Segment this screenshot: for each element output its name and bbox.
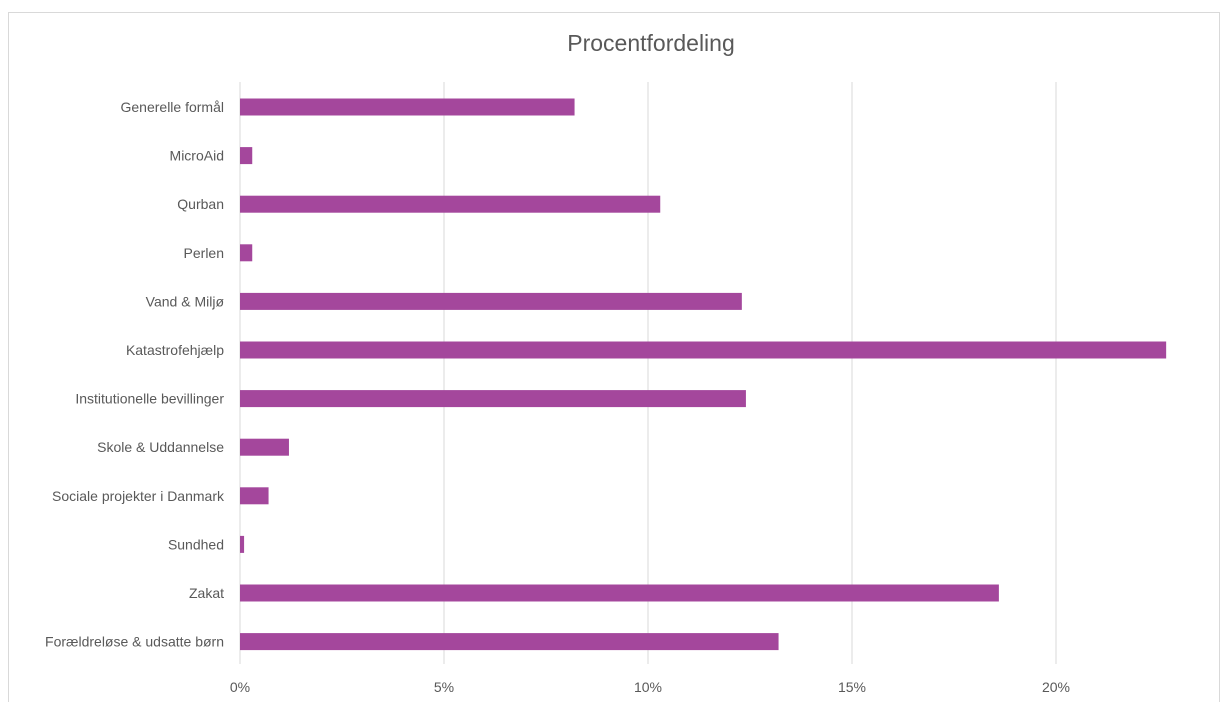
bar [240,195,661,213]
bar [240,341,1167,359]
bar [240,147,253,165]
category-label: Katastrofehjælp [126,342,224,358]
category-label: Forældreløse & udsatte børn [45,634,224,650]
category-label: Sundhed [168,536,224,552]
category-label: MicroAid [170,148,224,164]
category-label: Qurban [177,196,224,212]
bar [240,98,575,116]
x-tick-label: 20% [1042,679,1070,695]
x-tick-label: 0% [230,679,250,695]
category-label: Skole & Uddannelse [97,439,224,455]
x-tick-label: 10% [634,679,662,695]
category-label: Perlen [184,245,224,261]
category-label: Sociale projekter i Danmark [52,488,225,504]
category-label: Institutionelle bevillinger [75,391,224,407]
bar [240,584,999,602]
category-label: Zakat [189,585,224,601]
bar [240,438,289,456]
bar [240,292,742,310]
x-tick-label: 15% [838,679,866,695]
category-label: Vand & Miljø [146,293,225,309]
bar [240,633,779,651]
x-tick-label: 5% [434,679,454,695]
bar [240,535,245,553]
bar [240,390,746,408]
bar [240,487,269,505]
bar [240,244,253,262]
chart-title: Procentfordeling [567,30,735,56]
category-label: Generelle formål [121,99,225,115]
